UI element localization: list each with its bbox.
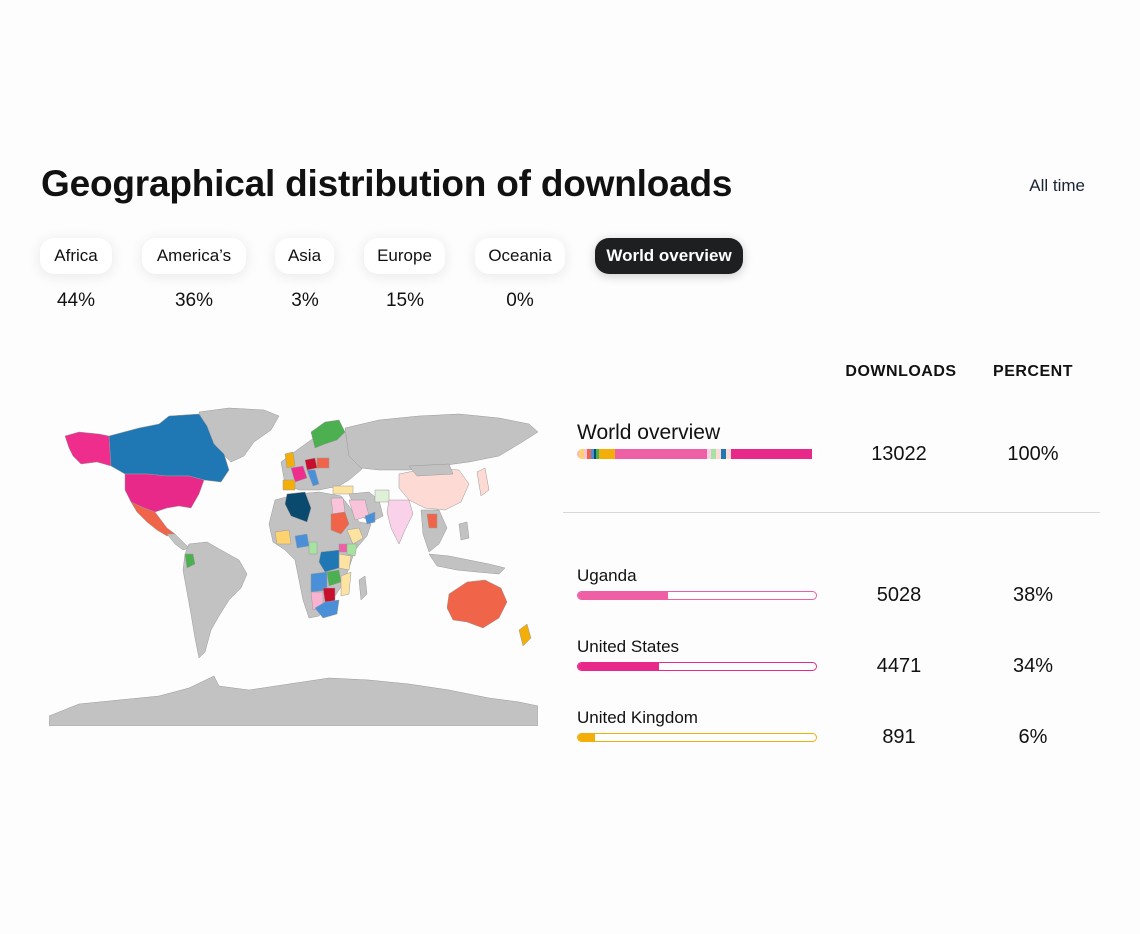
overview-name: World overview <box>577 421 721 444</box>
map-yemen-oman <box>364 511 376 525</box>
map-sudan <box>330 511 350 535</box>
map-japan <box>476 467 490 497</box>
united-states-share-bar <box>577 662 817 671</box>
map-nigeria <box>294 533 310 549</box>
time-range-selector[interactable]: All time <box>1029 176 1085 195</box>
map-russia <box>344 413 538 471</box>
overview-seg <box>711 449 717 459</box>
map-algeria <box>284 491 312 523</box>
overview-seg <box>591 449 594 459</box>
map-west-africa <box>274 529 292 545</box>
map-australia <box>446 579 508 629</box>
overview-share-bar <box>577 449 817 459</box>
page-title: Geographical distribution of downloads <box>41 163 733 204</box>
uganda-downloads: 5028 <box>876 584 922 606</box>
map-uganda <box>338 543 348 553</box>
overview-seg <box>720 449 726 459</box>
uganda-share-fill <box>578 592 669 599</box>
map-ethiopia <box>346 527 364 545</box>
overview-seg <box>730 449 813 459</box>
united-kingdom-downloads: 891 <box>882 726 916 748</box>
overview-percent: 100% <box>1007 443 1059 465</box>
overview-seg <box>584 449 587 459</box>
map-egypt <box>330 497 346 515</box>
overview-seg <box>596 449 599 459</box>
map-new-zealand <box>518 623 532 647</box>
africa-percent: 44% <box>56 290 96 311</box>
world-map[interactable] <box>49 404 538 726</box>
map-india <box>386 499 414 545</box>
tab-europe[interactable]: Europe <box>364 238 445 274</box>
overview-seg <box>577 449 580 459</box>
map-mongolia <box>408 463 454 477</box>
map-central-asia <box>374 489 390 503</box>
united-states-percent: 34% <box>1012 655 1054 677</box>
tab-world-overview[interactable]: World overview <box>595 238 743 274</box>
map-france <box>290 465 308 483</box>
map-poland <box>316 457 330 469</box>
divider <box>563 512 1100 513</box>
oceania-percent: 0% <box>506 290 534 311</box>
europe-percent: 15% <box>385 290 425 311</box>
country-name-united-states: United States <box>577 637 680 656</box>
united-kingdom-share-fill <box>578 734 595 741</box>
map-uk <box>284 451 296 469</box>
map-drc <box>318 549 340 573</box>
map-cameroon <box>308 541 318 555</box>
map-kenya <box>346 543 358 557</box>
overview-seg <box>593 449 597 459</box>
map-indonesia <box>428 553 506 575</box>
map-alaska <box>64 431 112 467</box>
downloads-column-header: DOWNLOADS <box>845 363 957 380</box>
overview-seg <box>615 449 707 459</box>
map-turkey <box>332 485 354 495</box>
map-philippines <box>458 521 470 541</box>
map-spain <box>282 479 296 491</box>
uganda-percent: 38% <box>1012 584 1054 606</box>
overview-seg <box>586 449 592 459</box>
map-south-america <box>182 541 248 659</box>
map-italy <box>306 469 320 487</box>
tab-africa[interactable]: Africa <box>40 238 112 274</box>
tab-asia[interactable]: Asia <box>275 238 334 274</box>
country-name-uganda: Uganda <box>577 566 637 585</box>
map-colombia <box>184 553 196 569</box>
overview-downloads: 13022 <box>871 443 927 465</box>
overview-seg <box>579 449 585 459</box>
overview-seg <box>725 449 731 459</box>
percent-column-header: PERCENT <box>993 363 1073 380</box>
map-myanmar <box>426 513 438 529</box>
united-kingdom-share-bar <box>577 733 817 742</box>
map-scandinavia <box>310 419 346 449</box>
tab-americas[interactable]: America’s <box>142 238 246 274</box>
map-mozambique <box>340 571 352 597</box>
map-se-asia <box>420 509 448 553</box>
overview-seg <box>706 449 712 459</box>
map-antarctica <box>49 675 538 726</box>
map-madagascar <box>358 575 368 601</box>
overview-seg <box>716 449 721 459</box>
uganda-share-bar <box>577 591 817 600</box>
tab-oceania[interactable]: Oceania <box>475 238 565 274</box>
united-states-share-fill <box>578 663 659 670</box>
country-name-united-kingdom: United Kingdom <box>577 708 698 727</box>
map-botswana <box>322 587 336 603</box>
asia-percent: 3% <box>291 290 319 311</box>
united-kingdom-percent: 6% <box>1018 726 1048 748</box>
map-south-africa <box>314 599 340 619</box>
map-tanzania <box>338 553 352 571</box>
map-germany <box>304 457 318 471</box>
united-states-downloads: 4471 <box>876 655 922 677</box>
map-central-america <box>166 533 190 551</box>
americas-percent: 36% <box>174 290 214 311</box>
overview-seg <box>598 449 616 459</box>
